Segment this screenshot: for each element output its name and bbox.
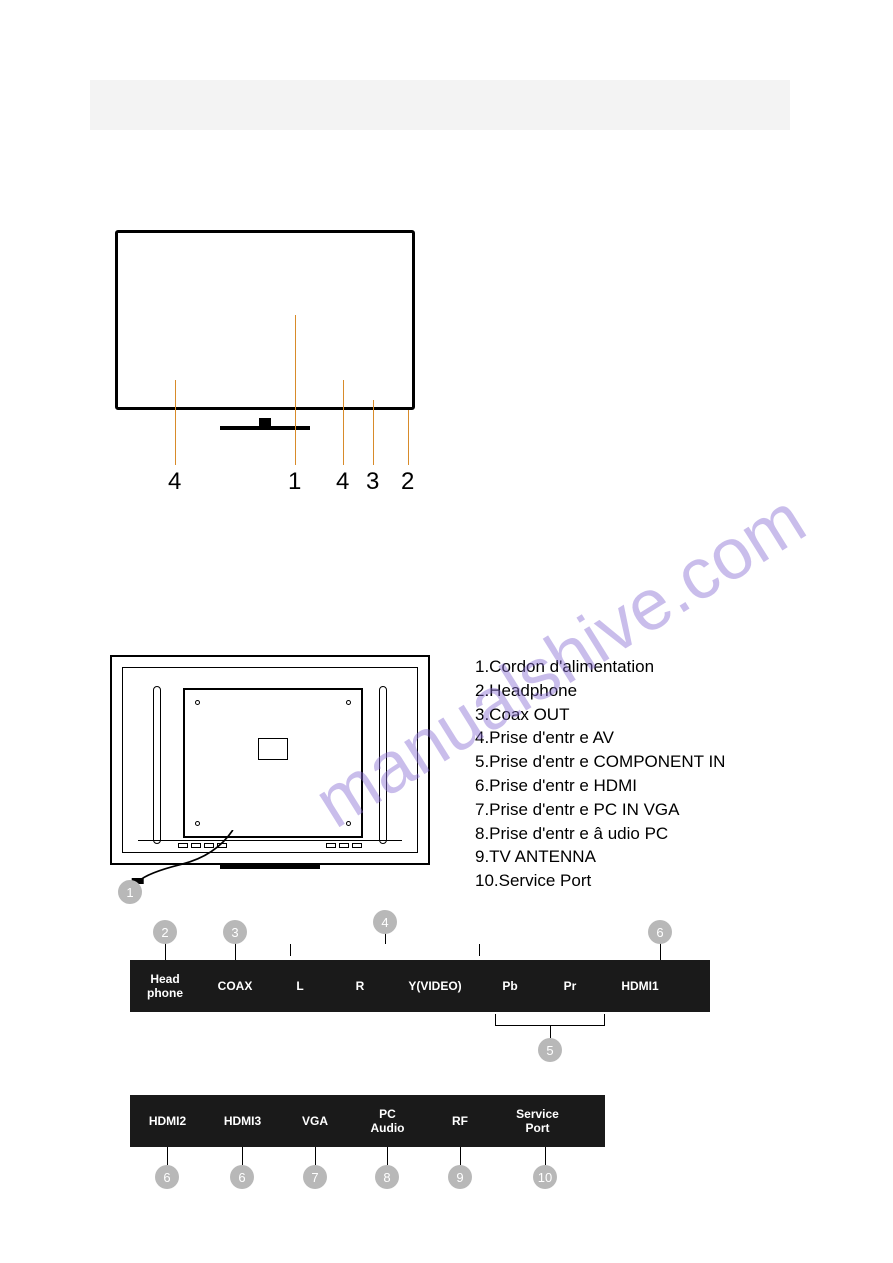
badge-number: 6 [656, 925, 663, 940]
callout-number: 3 [366, 468, 379, 496]
badge-number: 8 [383, 1170, 390, 1185]
callout-number: 4 [336, 468, 349, 496]
back-rib [379, 686, 387, 844]
badge-4: 4 [373, 910, 397, 934]
badge-number: 4 [381, 915, 388, 930]
badge-6b: 6 [155, 1165, 179, 1189]
legend-list: 1.Cordon d'alimentation 2.Headphone 3.Co… [475, 655, 725, 893]
callout-line [295, 315, 296, 465]
badge-number: 7 [311, 1170, 318, 1185]
badge-number: 2 [161, 925, 168, 940]
callout-line [373, 400, 374, 465]
callout-line [175, 380, 176, 465]
port-hdmi2: HDMI2 [130, 1114, 205, 1128]
port-bar-bottom: HDMI2 HDMI3 VGA PC Audio RF Service Port [130, 1095, 605, 1147]
callout-number: 4 [168, 468, 181, 496]
port-vga: VGA [280, 1114, 350, 1128]
badge-number: 1 [126, 885, 133, 900]
back-label-plate [258, 738, 288, 760]
bracket-av [290, 944, 480, 956]
port-headphone: Head phone [130, 972, 200, 1001]
legend-item: 9.TV ANTENNA [475, 845, 725, 869]
badge-number: 6 [163, 1170, 170, 1185]
badge-6: 6 [648, 920, 672, 944]
badge-1: 1 [118, 880, 142, 904]
header-bar [90, 80, 790, 130]
callout-number: 2 [401, 468, 414, 496]
badge-number: 6 [238, 1170, 245, 1185]
badge-connector-line [660, 942, 661, 960]
badge-connector-line [545, 1147, 546, 1165]
port-pr: Pr [540, 979, 600, 993]
legend-item: 3.Coax OUT [475, 703, 725, 727]
badge-connector-line [460, 1147, 461, 1165]
tv-back-inner [122, 667, 418, 853]
badge-connector-line [235, 942, 236, 960]
port-r: R [330, 979, 390, 993]
legend-item: 5.Prise d'entr e COMPONENT IN [475, 750, 725, 774]
badge-connector-line [315, 1147, 316, 1165]
port-bar-top: Head phone COAX L R Y(VIDEO) Pb Pr HDMI1 [130, 960, 710, 1012]
legend-item: 1.Cordon d'alimentation [475, 655, 725, 679]
callout-line [343, 380, 344, 465]
badge-number: 10 [538, 1170, 552, 1185]
legend-item: 7.Prise d'entr e PC IN VGA [475, 798, 725, 822]
badge-connector-line [167, 1147, 168, 1165]
badge-number: 3 [231, 925, 238, 940]
badge-connector-line [242, 1147, 243, 1165]
callout-line [408, 410, 409, 465]
badge-number: 5 [546, 1043, 553, 1058]
tv-screen [115, 230, 415, 410]
badge-5: 5 [538, 1038, 562, 1062]
port-l: L [270, 979, 330, 993]
callout-number: 1 [288, 468, 301, 496]
badge-2: 2 [153, 920, 177, 944]
badge-9: 9 [448, 1165, 472, 1189]
legend-item: 10.Service Port [475, 869, 725, 893]
badge-connector-line [387, 1147, 388, 1165]
legend-item: 8.Prise d'entr e â udio PC [475, 822, 725, 846]
port-hdmi3: HDMI3 [205, 1114, 280, 1128]
bracket-component [495, 1014, 605, 1026]
badge-10: 10 [533, 1165, 557, 1189]
badge-8: 8 [375, 1165, 399, 1189]
tv-stand [220, 426, 310, 430]
port-rf: RF [425, 1114, 495, 1128]
legend-item: 4.Prise d'entr e AV [475, 726, 725, 750]
badge-number: 9 [456, 1170, 463, 1185]
badge-6c: 6 [230, 1165, 254, 1189]
port-hdmi1: HDMI1 [600, 979, 680, 993]
port-pb: Pb [480, 979, 540, 993]
port-yvideo: Y(VIDEO) [390, 979, 480, 993]
legend-item: 2.Headphone [475, 679, 725, 703]
power-cable [130, 830, 250, 890]
badge-connector-line [165, 942, 166, 960]
legend-item: 6.Prise d'entr e HDMI [475, 774, 725, 798]
badge-connector-line [550, 1026, 551, 1038]
port-pcaudio: PC Audio [350, 1107, 425, 1136]
port-serviceport: Service Port [495, 1107, 580, 1136]
back-rib [153, 686, 161, 844]
port-coax: COAX [200, 979, 270, 993]
tv-front-diagram [115, 230, 415, 420]
badge-7: 7 [303, 1165, 327, 1189]
tv-back-vesa-panel [183, 688, 363, 838]
badge-3: 3 [223, 920, 247, 944]
manual-page: 4 1 4 3 2 [0, 0, 893, 1263]
